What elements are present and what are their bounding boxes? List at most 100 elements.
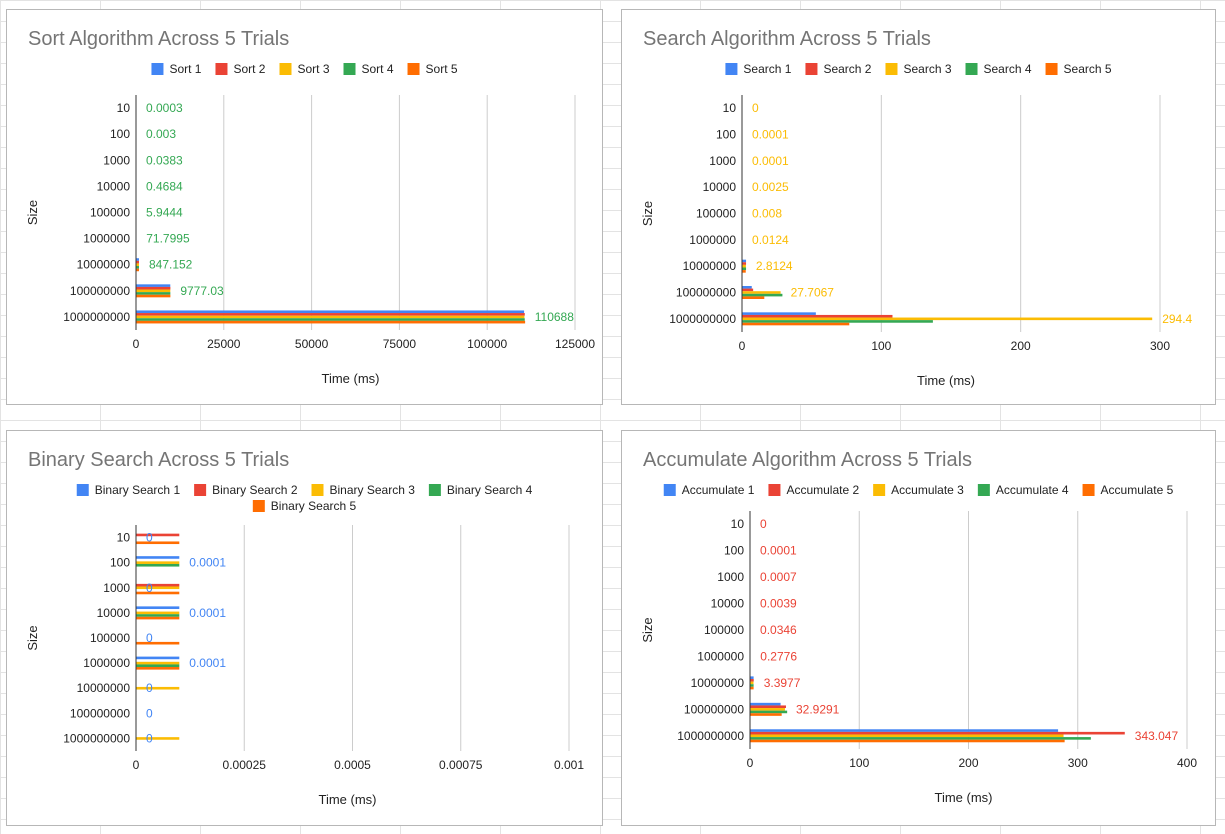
- bar[interactable]: [136, 556, 180, 559]
- y-axis-title: Size: [25, 625, 40, 650]
- bar[interactable]: [136, 533, 180, 537]
- bar[interactable]: [742, 296, 765, 299]
- bar[interactable]: [742, 286, 752, 289]
- bar[interactable]: [136, 268, 139, 272]
- bar[interactable]: [136, 284, 171, 287]
- bar[interactable]: [136, 541, 180, 545]
- data-label: 294.4: [1162, 312, 1192, 326]
- bar[interactable]: [136, 583, 180, 587]
- bar[interactable]: [136, 664, 180, 668]
- legend-item[interactable]: Sort 3: [279, 62, 330, 76]
- bar[interactable]: [742, 288, 754, 292]
- bar[interactable]: [742, 322, 850, 326]
- legend-item[interactable]: Search 5: [1045, 62, 1112, 76]
- bar[interactable]: [136, 310, 525, 314]
- legend-item[interactable]: Sort 5: [407, 62, 458, 76]
- bar[interactable]: [136, 656, 180, 660]
- bar[interactable]: [750, 710, 788, 714]
- legend-swatch: [428, 484, 441, 496]
- bar[interactable]: [136, 616, 180, 620]
- legend-item[interactable]: Sort 4: [343, 62, 394, 76]
- bar[interactable]: [750, 708, 785, 711]
- legend-item[interactable]: Binary Search 2: [194, 483, 298, 497]
- legend-item[interactable]: Search 3: [885, 62, 952, 76]
- bar[interactable]: [136, 686, 180, 690]
- bar[interactable]: [136, 320, 526, 324]
- search-algorithm-chart[interactable]: Search Algorithm Across 5 Trials Search 1…: [621, 9, 1216, 405]
- bar[interactable]: [750, 684, 754, 687]
- legend-item[interactable]: Accumulate 5: [1082, 483, 1174, 497]
- bar[interactable]: [742, 293, 783, 297]
- bar[interactable]: [750, 681, 754, 685]
- x-tick-label: 125000: [555, 337, 595, 351]
- bar[interactable]: [136, 661, 180, 665]
- chart-title: Accumulate Algorithm Across 5 Trials: [643, 449, 972, 471]
- bar[interactable]: [136, 318, 525, 321]
- bar[interactable]: [750, 713, 782, 716]
- bar[interactable]: [136, 606, 180, 609]
- bar[interactable]: [136, 611, 180, 615]
- bar[interactable]: [742, 314, 893, 318]
- bar[interactable]: [742, 320, 933, 323]
- bar[interactable]: [136, 294, 171, 298]
- bar[interactable]: [742, 312, 816, 315]
- bar[interactable]: [136, 563, 180, 567]
- bar[interactable]: [742, 270, 746, 273]
- legend-label: Binary Search 3: [330, 483, 416, 497]
- bar[interactable]: [742, 291, 781, 294]
- sort-algorithm-chart[interactable]: Sort Algorithm Across 5 Trials Sort 1 Sort…: [6, 9, 603, 405]
- bar[interactable]: [136, 315, 525, 319]
- bar[interactable]: [136, 292, 171, 295]
- bar[interactable]: [136, 258, 139, 261]
- x-axis-title: Time (ms): [321, 371, 379, 386]
- bar[interactable]: [136, 561, 180, 564]
- bar[interactable]: [136, 591, 180, 595]
- data-label: 0.0001: [189, 656, 226, 670]
- bar[interactable]: [742, 267, 747, 271]
- legend-item[interactable]: Accumulate 4: [977, 483, 1069, 497]
- x-tick-label: 0.0005: [334, 758, 371, 772]
- bar[interactable]: [750, 729, 1059, 732]
- bar[interactable]: [742, 264, 746, 268]
- legend-item[interactable]: Binary Search 3: [311, 483, 416, 497]
- bar[interactable]: [136, 641, 180, 645]
- bar[interactable]: [750, 734, 1064, 738]
- legend-item[interactable]: Search 1: [725, 62, 792, 76]
- bar[interactable]: [136, 263, 139, 267]
- legend-item[interactable]: Search 4: [965, 62, 1032, 76]
- bar[interactable]: [750, 737, 1091, 740]
- bar[interactable]: [136, 313, 525, 316]
- accumulate-algorithm-chart[interactable]: Accumulate Algorithm Across 5 Trials Accu…: [621, 430, 1216, 826]
- legend-item[interactable]: Sort 1: [151, 62, 202, 76]
- legend-item[interactable]: Binary Search 1: [76, 483, 181, 497]
- legend-swatch: [725, 63, 738, 75]
- legend-item[interactable]: Binary Search 5: [252, 499, 357, 513]
- binary-search-chart[interactable]: Binary Search Across 5 Trials Binary Sear…: [6, 430, 603, 826]
- bar[interactable]: [750, 739, 1065, 743]
- bar[interactable]: [750, 705, 786, 709]
- y-tick-label: 1000000: [697, 649, 744, 663]
- legend-item[interactable]: Accumulate 1: [663, 483, 755, 497]
- legend-item[interactable]: Binary Search 4: [428, 483, 533, 497]
- bar[interactable]: [136, 586, 180, 590]
- bar[interactable]: [742, 262, 747, 265]
- legend-item[interactable]: Sort 2: [215, 62, 266, 76]
- bar[interactable]: [750, 678, 754, 682]
- bar[interactable]: [136, 667, 180, 670]
- bar[interactable]: [136, 737, 180, 740]
- bar[interactable]: [750, 676, 754, 679]
- bar[interactable]: [750, 731, 1125, 735]
- bar[interactable]: [136, 266, 139, 269]
- legend-item[interactable]: Search 2: [805, 62, 872, 76]
- bar[interactable]: [750, 686, 754, 690]
- bar[interactable]: [750, 702, 781, 706]
- legend-item[interactable]: Accumulate 3: [873, 483, 964, 497]
- bar[interactable]: [742, 317, 1153, 321]
- legend-item[interactable]: Accumulate 2: [768, 483, 859, 497]
- bar[interactable]: [136, 289, 171, 293]
- data-label: 0.0001: [760, 544, 797, 558]
- bar[interactable]: [742, 259, 747, 263]
- bar[interactable]: [136, 286, 171, 290]
- bar[interactable]: [136, 260, 139, 264]
- bar[interactable]: [136, 614, 180, 617]
